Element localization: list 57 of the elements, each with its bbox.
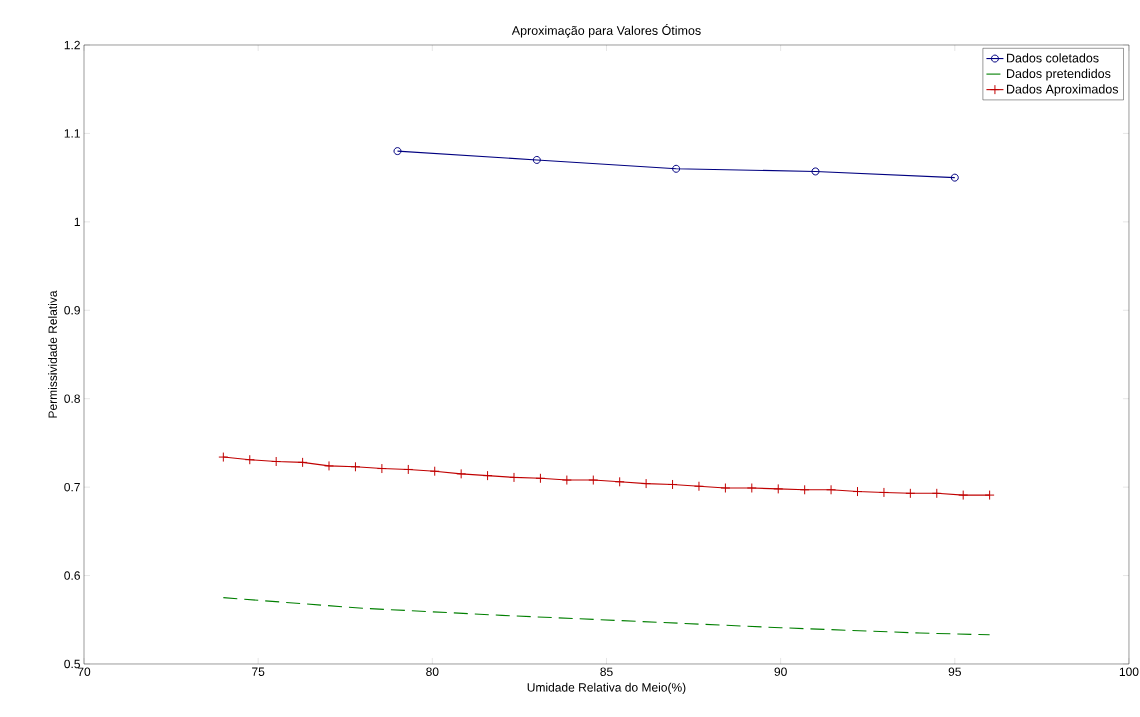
- point: [773, 483, 784, 494]
- point: [535, 473, 546, 484]
- point: [672, 164, 681, 173]
- chart-title: Aproximação para Valores Ótimos: [511, 24, 701, 38]
- point: [482, 470, 493, 481]
- point: [799, 484, 810, 495]
- x-tick-label: 80: [426, 667, 439, 677]
- x-tick-label: 85: [600, 667, 613, 677]
- point: [826, 484, 837, 495]
- point: [720, 483, 731, 494]
- point: [811, 167, 820, 176]
- point: [588, 475, 599, 486]
- point: [271, 456, 282, 467]
- point: [324, 460, 335, 471]
- point: [852, 486, 863, 497]
- y-tick-label: 0.5: [64, 659, 80, 669]
- x-tick-label: 100: [1119, 667, 1139, 677]
- point: [984, 490, 995, 501]
- y-tick-label: 1.2: [64, 40, 80, 50]
- point: [456, 468, 467, 479]
- point: [878, 487, 889, 498]
- y-tick-label: 1.1: [64, 129, 80, 138]
- x-tick-label: 70: [77, 667, 91, 677]
- point: [667, 479, 678, 490]
- y-tick-label: 0.8: [64, 394, 80, 403]
- x-tick-label: 90: [774, 667, 787, 677]
- y-axis-title: Permissividade Relativa: [48, 290, 57, 418]
- legend-label: Dados pretendidos: [1007, 68, 1111, 81]
- point: [244, 454, 255, 465]
- point: [614, 476, 625, 487]
- point: [429, 466, 440, 477]
- point: [931, 488, 942, 499]
- legend-label: Dados Aproximados: [1007, 84, 1119, 97]
- point: [532, 155, 541, 164]
- x-tick-label: 75: [252, 667, 265, 676]
- y-tick-label: 0.6: [64, 571, 80, 580]
- y-tick-label: 0.9: [64, 306, 80, 315]
- point: [376, 463, 387, 474]
- point: [905, 488, 916, 499]
- y-tick-label: 0.7: [64, 482, 80, 492]
- point: [561, 475, 572, 486]
- point: [393, 147, 402, 156]
- x-tick-label: 95: [948, 667, 961, 677]
- point: [746, 483, 757, 494]
- point: [958, 490, 969, 501]
- legend-label: Dados coletados: [1007, 53, 1099, 63]
- point: [693, 481, 704, 492]
- point: [218, 452, 229, 463]
- point: [950, 173, 959, 182]
- point: [350, 461, 361, 472]
- point: [509, 472, 520, 483]
- x-axis-title: Umidade Relativa do Meio(%): [527, 682, 686, 695]
- point: [297, 457, 308, 468]
- point: [641, 478, 652, 489]
- point: [403, 464, 414, 475]
- y-tick-label: 1: [74, 217, 80, 226]
- line-series: [222, 597, 991, 636]
